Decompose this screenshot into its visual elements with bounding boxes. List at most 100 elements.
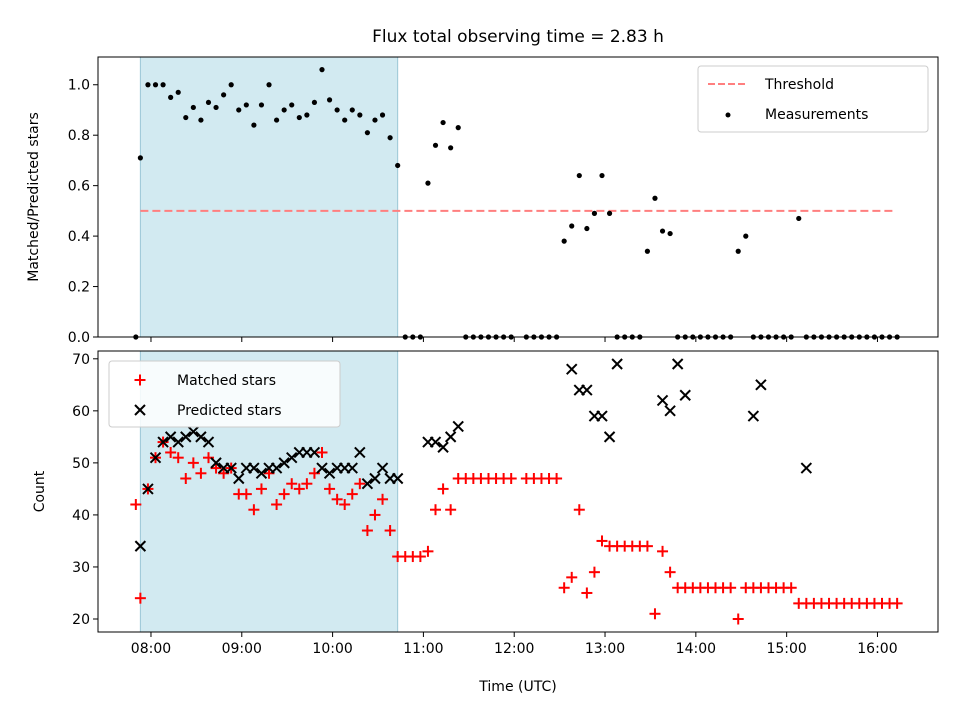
measurement-point xyxy=(432,142,439,148)
bot-y-tick-label: 30 xyxy=(72,560,90,576)
measurement-point xyxy=(266,82,272,88)
measurement-point xyxy=(205,99,212,106)
matched-star-point xyxy=(505,472,517,484)
matched-star-point xyxy=(172,452,184,464)
measurement-point xyxy=(258,102,265,108)
predicted-star-point xyxy=(316,462,328,474)
measurement-point xyxy=(326,97,333,103)
matched-star-point xyxy=(384,525,396,537)
predicted-star-point xyxy=(157,436,169,448)
measurement-point xyxy=(659,228,666,234)
predicted-star-point xyxy=(323,467,336,479)
measurement-point xyxy=(561,238,567,244)
measurement-point xyxy=(213,104,219,111)
top-y-tick-label: 0.4 xyxy=(68,229,90,245)
matched-star-point xyxy=(187,457,199,469)
measurement-point xyxy=(569,223,575,229)
measurement-point xyxy=(743,233,749,239)
predicted-star-point xyxy=(444,431,457,443)
bottom-data-marks xyxy=(130,358,903,625)
predicted-star-point xyxy=(180,431,192,443)
predicted-star-point xyxy=(278,457,290,469)
matched-star-point xyxy=(369,509,381,521)
measurement-point xyxy=(599,172,605,179)
matched-star-point xyxy=(732,613,744,625)
measurement-point xyxy=(576,172,582,179)
measurement-point xyxy=(349,107,355,113)
predicted-star-point xyxy=(800,462,813,474)
matched-star-point xyxy=(377,493,389,505)
x-tick-label: 08:00 xyxy=(131,641,171,657)
measurement-point xyxy=(137,155,143,161)
matched-star-point xyxy=(414,551,426,563)
predicted-star-point xyxy=(286,451,298,464)
matched-star-point xyxy=(339,499,351,511)
top-y-tick-label: 0.2 xyxy=(68,280,90,296)
predicted-star-point xyxy=(354,446,366,459)
matched-star-point xyxy=(130,499,142,511)
matched-star-point xyxy=(180,472,192,484)
predicted-star-point xyxy=(187,425,200,438)
bottom-legend-box xyxy=(108,360,341,428)
measurement-point xyxy=(606,210,613,216)
predicted-star-point xyxy=(603,431,616,443)
predicted-star-point xyxy=(225,462,237,474)
matched-star-point xyxy=(437,483,449,495)
matched-star-point xyxy=(573,504,585,516)
bottom-x-axis: 08:00 09:00 10:00 11:00 12:00 13:00 14:00 15:00… xyxy=(131,632,898,657)
bottom-axes-frame xyxy=(97,350,939,633)
matched-star-point xyxy=(316,446,328,458)
matched-star-point xyxy=(566,571,578,583)
measurement-point xyxy=(364,130,371,136)
matched-star-point xyxy=(891,597,903,609)
legend-predicted-label: Predicted stars xyxy=(177,403,282,419)
legend-plus-marker xyxy=(134,374,146,386)
predicted-star-point xyxy=(611,358,623,370)
measurement-point xyxy=(304,112,310,118)
top-axes: 0.0 0.2 0.4 0.6 0.8 1.0 Flux total observing … xyxy=(26,27,939,346)
measurement-point xyxy=(273,117,280,123)
top-y-axis-label: Matched/Predicted stars xyxy=(26,112,42,282)
measurement-point xyxy=(395,162,401,169)
predicted-star-point xyxy=(233,472,245,485)
measurement-point xyxy=(735,248,741,254)
measurement-point xyxy=(591,210,598,216)
matched-star-point xyxy=(346,488,358,500)
top-y-tick-label: 0.6 xyxy=(68,179,90,195)
top-y-tick-label: 0.0 xyxy=(68,330,90,346)
matched-star-point xyxy=(664,566,676,578)
matched-star-point xyxy=(649,608,661,620)
top-y-tick-label: 1.0 xyxy=(68,78,90,94)
predicted-star-point xyxy=(210,457,222,469)
top-axes-frame xyxy=(97,56,939,338)
x-tick-label: 13:00 xyxy=(585,641,625,657)
predicted-star-point xyxy=(195,431,207,443)
predicted-star-point xyxy=(308,446,321,459)
predicted-star-point xyxy=(172,436,184,448)
x-axis-label: Time (UTC) xyxy=(478,679,556,695)
predicted-star-point xyxy=(581,384,593,396)
matched-star-point xyxy=(641,540,653,552)
predicted-star-point xyxy=(376,462,389,474)
measurement-point xyxy=(145,82,151,88)
matched-star-point xyxy=(195,467,207,479)
bot-y-tick-label: 50 xyxy=(72,456,90,472)
measurement-point xyxy=(667,230,673,237)
predicted-star-point xyxy=(671,358,684,370)
measurement-point xyxy=(425,180,431,186)
matched-star-point xyxy=(422,545,434,557)
x-tick-label: 10:00 xyxy=(312,641,352,657)
x-tick-label: 16:00 xyxy=(857,641,897,657)
legend-threshold-label: Threshold xyxy=(764,77,834,93)
matched-star-point xyxy=(785,582,797,594)
measurement-point xyxy=(251,122,257,128)
measurement-point xyxy=(342,117,348,123)
legend-matched-label: Matched stars xyxy=(177,373,276,389)
bottom-legend: Matched stars Predicted stars xyxy=(108,360,341,428)
measurement-point xyxy=(228,82,234,88)
bot-y-tick-label: 40 xyxy=(72,508,90,524)
predicted-star-point xyxy=(202,436,215,448)
matched-star-point xyxy=(430,504,442,516)
predicted-star-point xyxy=(679,389,691,401)
measurement-point xyxy=(372,117,378,123)
